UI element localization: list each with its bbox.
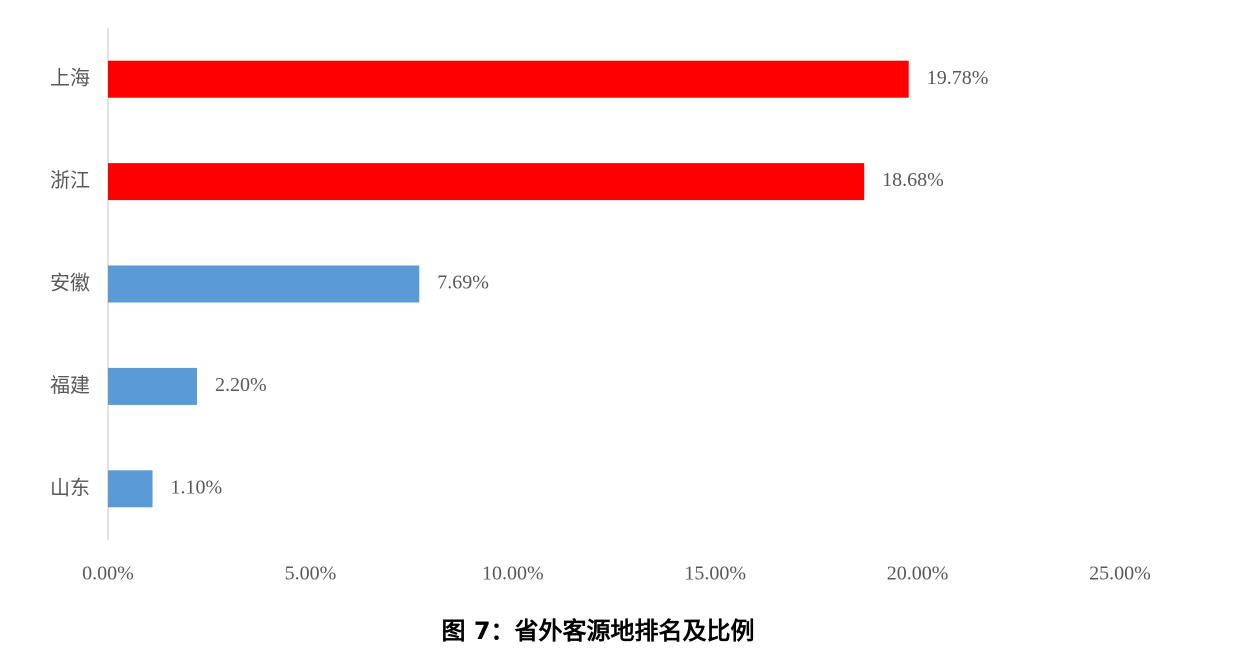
bar bbox=[108, 265, 420, 303]
bar bbox=[108, 163, 865, 201]
chart-title: 图 7：省外客源地排名及比例 bbox=[441, 617, 754, 645]
bar bbox=[108, 470, 153, 508]
x-tick-label: 5.00% bbox=[285, 563, 337, 585]
bar bbox=[108, 60, 909, 98]
x-tick-label: 15.00% bbox=[684, 563, 746, 585]
x-tick-label: 10.00% bbox=[482, 563, 544, 585]
y-tick-label: 安徽 bbox=[50, 271, 90, 295]
value-label: 2.20% bbox=[215, 374, 267, 396]
bar bbox=[108, 367, 198, 405]
x-tick-label: 20.00% bbox=[887, 563, 949, 585]
y-tick-label: 上海 bbox=[50, 66, 90, 90]
x-tick-label: 0.00% bbox=[82, 563, 134, 585]
value-label: 18.68% bbox=[882, 169, 944, 191]
y-tick-label: 福建 bbox=[50, 373, 90, 397]
value-label: 19.78% bbox=[927, 67, 989, 89]
value-label: 7.69% bbox=[437, 272, 489, 294]
x-tick-label: 25.00% bbox=[1089, 563, 1151, 585]
value-label: 1.10% bbox=[171, 476, 223, 498]
y-tick-label: 山东 bbox=[50, 475, 90, 499]
y-tick-label: 浙江 bbox=[50, 168, 90, 192]
